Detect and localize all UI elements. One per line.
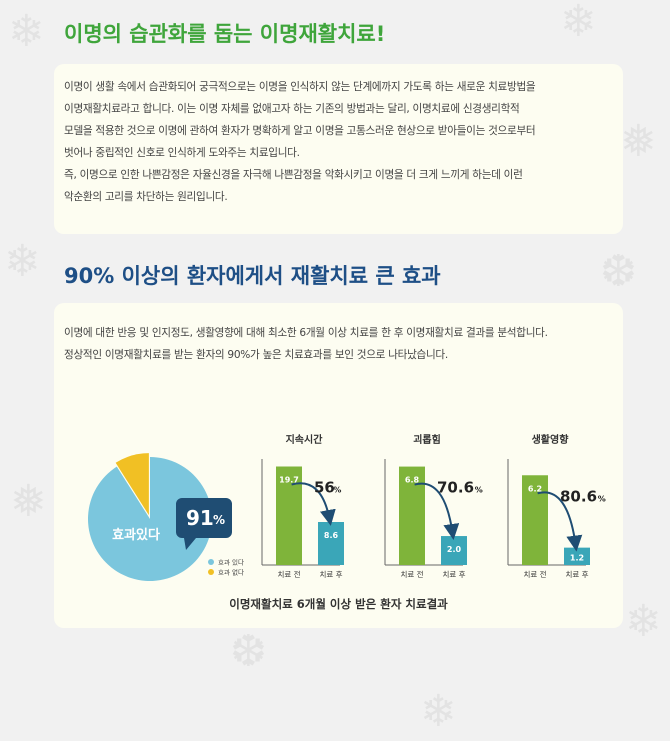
x-tick-label: 치료 후: [442, 570, 465, 579]
bar-after: [564, 547, 590, 565]
bar-chart-title: 생활영향: [532, 433, 570, 446]
snowflake-icon: ❄: [560, 0, 597, 47]
text-line: 악순환의 고리를 차단하는 원리입니다.: [64, 191, 228, 203]
legend-label-not-effective: 효과 없다: [218, 568, 244, 577]
change-percent: 70.6: [437, 479, 474, 497]
section-title-effect: 90% 이상의 환자에게서 재활치료 큰 효과: [64, 264, 441, 288]
intro-paragraph: 이명이 생활 속에서 습관화되어 궁극적으로는 이명을 인식하지 않는 단계에까…: [64, 76, 616, 208]
change-percent-unit: %: [475, 486, 483, 495]
snowflake-icon: ❄: [8, 6, 45, 57]
x-tick-label: 치료 후: [319, 570, 342, 579]
bar-value-label: 8.6: [324, 531, 339, 540]
text-line: 모델을 적용한 것으로 이명에 관하여 환자가 명확하게 알고 이명을 고통스러…: [64, 125, 536, 137]
snowflake-icon: ❅: [620, 116, 657, 167]
change-arrow-icon: [414, 482, 460, 540]
change-percent: 80.6: [560, 487, 597, 505]
text-line: 벗어나 중립적인 신호로 인식하게 도와주는 치료입니다.: [64, 147, 300, 159]
bar-before: [522, 475, 548, 565]
bar-after: [441, 536, 467, 565]
snowflake-icon: ❄: [4, 236, 41, 287]
pie-callout-bubble: [176, 498, 232, 550]
snowflake-icon: ❅: [10, 476, 47, 527]
bar-value-label: 1.2: [570, 553, 584, 562]
intro-panel: 이명이 생활 속에서 습관화되어 궁극적으로는 이명을 인식하지 않는 단계에까…: [54, 64, 623, 234]
legend-swatch-effective: [208, 559, 214, 565]
text-line: 정상적인 이명재활치료를 받는 환자의 90%가 높은 치료효과를 보인 것으로…: [64, 349, 448, 361]
change-percent: 56: [314, 479, 335, 497]
change-percent-unit: %: [598, 494, 606, 503]
text-line: 이명이 생활 속에서 습관화되어 궁극적으로는 이명을 인식하지 않는 단계에까…: [64, 81, 536, 93]
x-tick-label: 치료 전: [523, 569, 546, 579]
x-tick-label: 치료 전: [400, 569, 423, 579]
bar-value-label: 6.8: [405, 476, 420, 485]
text-line: 즉, 이명으로 인한 나쁜감정은 자율신경을 자극해 나쁜감정을 악화시키고 이…: [64, 169, 523, 181]
text-line: 이명에 대한 반응 및 인지정도, 생활영향에 대해 최소한 6개월 이상 치료…: [64, 327, 548, 339]
change-arrow-icon: [291, 482, 336, 526]
pie-slice-effective: [87, 457, 212, 581]
snowflake-icon: ❆: [600, 246, 637, 297]
legend-swatch-not-effective: [208, 569, 214, 575]
change-arrow-icon: [537, 491, 583, 552]
bar-value-label: 6.2: [528, 484, 542, 493]
x-tick-label: 치료 후: [565, 570, 588, 579]
results-chart: 효과있다 91 % 효과 있다 효과 없다 지속시간 19.7 치료 전 8.6 치료 …: [87, 433, 606, 581]
snowflake-icon: ❄: [625, 596, 662, 647]
bar-chart-title: 괴롭힘: [413, 433, 441, 446]
bar-value-label: 2.0: [447, 545, 462, 554]
pie-callout-value: 91: [186, 506, 214, 530]
pie-chart: 효과있다 91 % 효과 있다 효과 없다: [87, 453, 244, 581]
bar-value-label: 19.7: [279, 476, 299, 485]
change-percent-unit: %: [333, 486, 341, 495]
bar-after: [318, 522, 344, 565]
results-panel: 이명에 대한 반응 및 인지정도, 생활영향에 대해 최소한 6개월 이상 치료…: [54, 303, 623, 628]
bar-chart-title: 지속시간: [286, 433, 324, 446]
pie-callout-unit: %: [213, 513, 225, 527]
legend-label-effective: 효과 있다: [218, 558, 244, 567]
pie-center-label: 효과있다: [112, 527, 160, 543]
results-paragraph: 이명에 대한 반응 및 인지정도, 생활영향에 대해 최소한 6개월 이상 치료…: [64, 322, 616, 366]
chart-caption: 이명재활치료 6개월 이상 받은 환자 치료결과: [229, 597, 448, 611]
text-line: 이명재활치료라고 합니다. 이는 이명 자체를 없애고자 하는 기존의 방법과는…: [64, 103, 520, 115]
section-title-habituation: 이명의 습관화를 돕는 이명재활치료!: [64, 22, 386, 46]
x-tick-label: 치료 전: [277, 569, 300, 579]
snowflake-icon: ❄: [420, 686, 457, 737]
pie-slice-not-effective: [115, 453, 149, 516]
snowflake-icon: ❆: [230, 626, 267, 677]
bar-charts: 지속시간 19.7 치료 전 8.6 치료 후 56% 괴롭힘 6.8 치료 전 2.0 치료 후 7…: [261, 433, 606, 579]
